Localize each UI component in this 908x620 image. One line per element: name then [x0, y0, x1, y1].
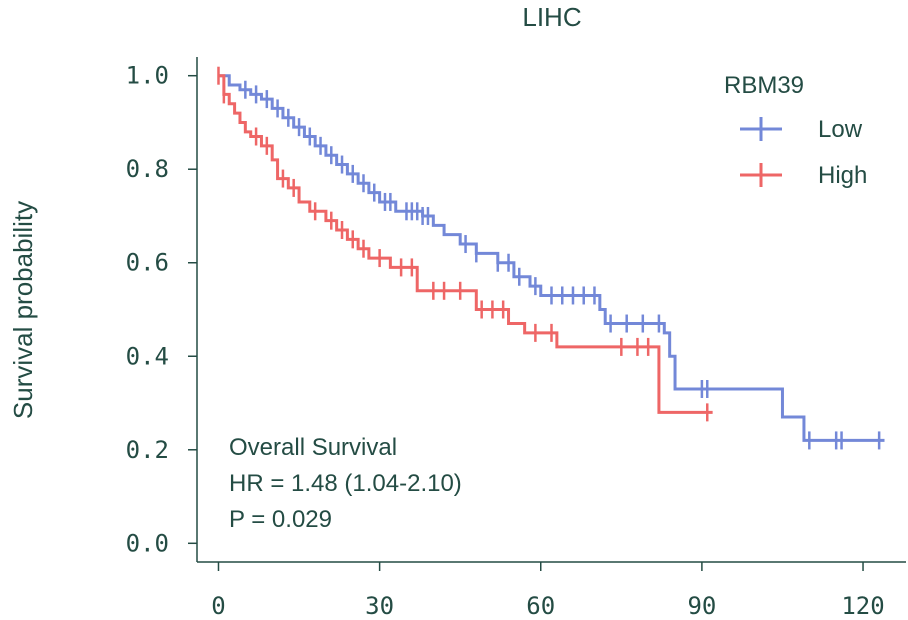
- axes: [196, 57, 906, 563]
- annotation-line-1: Overall Survival: [229, 434, 397, 461]
- x-tick-label: 60: [526, 592, 555, 620]
- x-tick-label: 120: [841, 592, 884, 620]
- legend-title: RBM39: [724, 72, 804, 99]
- y-tick-label: 0.8: [126, 155, 169, 183]
- y-tick-label: 0.0: [126, 529, 169, 557]
- annotation-line-2: HR = 1.48 (1.04-2.10): [229, 470, 462, 497]
- stats-annotation: Overall Survival HR = 1.48 (1.04-2.10) P…: [229, 434, 462, 533]
- legend: RBM39 Low High: [724, 72, 867, 189]
- y-tick-label: 0.6: [126, 249, 169, 277]
- x-tick-label: 90: [687, 592, 716, 620]
- legend-entries: Low High: [740, 116, 867, 189]
- y-axis-label: Survival probability: [8, 201, 38, 419]
- series-line-low: [218, 74, 885, 442]
- legend-label-low: Low: [818, 116, 863, 143]
- annotation-line-3: P = 0.029: [229, 506, 332, 533]
- x-tick-label: 0: [211, 592, 225, 620]
- x-tick-label: 30: [365, 592, 394, 620]
- censor-marks: [217, 66, 881, 450]
- y-tick-label: 0.4: [126, 342, 169, 370]
- y-ticks: 0.0 0.2 0.4 0.6 0.8 1.0: [126, 62, 197, 557]
- y-tick-label: 0.2: [126, 436, 169, 464]
- legend-label-high: High: [818, 162, 867, 189]
- series-lines: [218, 74, 885, 442]
- y-tick-label: 1.0: [126, 62, 169, 90]
- chart-title: LIHC: [522, 2, 581, 32]
- x-ticks: 0 30 60 90 120: [211, 562, 885, 620]
